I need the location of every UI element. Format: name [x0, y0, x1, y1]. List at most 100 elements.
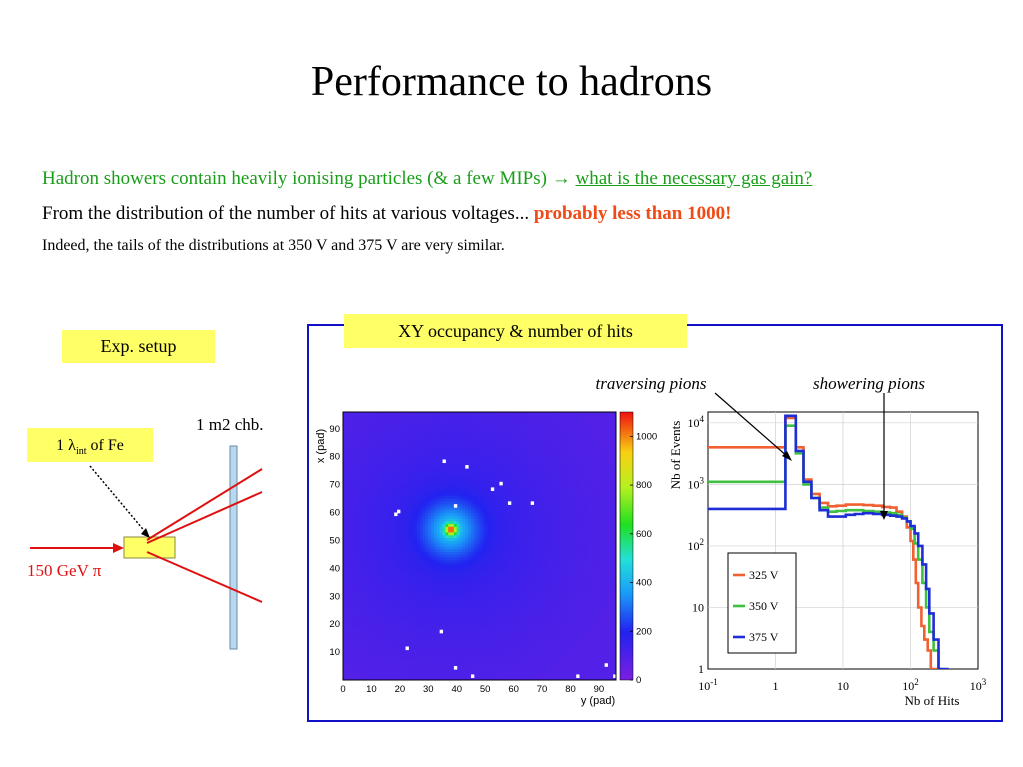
heatmap-cell	[448, 417, 452, 421]
heatmap-cell	[473, 604, 478, 608]
heatmap-cell	[482, 579, 486, 583]
heatmap-cell	[379, 554, 384, 558]
heatmap-cell	[465, 412, 469, 416]
heatmap-cell	[448, 601, 452, 606]
heatmap-cell	[348, 652, 352, 656]
heatmap-cell	[476, 504, 480, 508]
heatmap-cell	[379, 582, 384, 586]
heatmap-cell	[431, 624, 435, 628]
heatmap-cell	[451, 604, 455, 608]
heatmap-cell	[448, 674, 452, 678]
heatmap-cell	[465, 459, 469, 463]
heatmap-cell	[351, 596, 355, 600]
heatmap-cell	[436, 412, 441, 416]
heatmap-cell	[439, 652, 443, 656]
heatmap-cell	[459, 534, 463, 539]
heatmap-cell	[468, 671, 472, 675]
heatmap-cell	[479, 663, 483, 667]
heatmap-cell	[374, 571, 378, 575]
heatmap-cell	[488, 518, 492, 522]
heatmap-cell	[365, 476, 369, 480]
gas-gain-link[interactable]: what is the necessary gas gain?	[575, 168, 813, 189]
heatmap-cell	[470, 501, 475, 505]
heatmap-cell	[357, 632, 361, 636]
heatmap-cell	[456, 585, 460, 589]
heatmap-cell	[382, 652, 387, 656]
heatmap-cell	[374, 671, 378, 675]
heatmap-cell	[354, 465, 358, 469]
heatmap-cell	[348, 593, 352, 597]
heatmap-cell	[379, 465, 384, 469]
heatmap-cell	[402, 573, 406, 578]
heatmap-cell	[379, 579, 384, 583]
heatmap-cell	[434, 663, 438, 667]
heatmap-cell	[459, 512, 463, 516]
heatmap-cell	[391, 638, 395, 642]
heatmap-cell	[399, 587, 404, 592]
heatmap-cell	[468, 465, 472, 469]
heatmap-cell	[411, 431, 415, 435]
heatmap-cell	[453, 565, 458, 569]
heatmap-cell	[470, 638, 475, 642]
heatmap-cell	[365, 425, 369, 430]
heatmap-cell	[425, 453, 429, 458]
heatmap-cell	[482, 677, 486, 680]
heatmap-cell	[456, 599, 460, 603]
heatmap-cell	[379, 562, 384, 566]
heatmap-cell	[448, 520, 452, 525]
heatmap-cell	[422, 640, 426, 645]
heatmap-cell	[479, 621, 483, 625]
heatmap-cell	[419, 448, 424, 452]
heatmap-cell	[419, 654, 424, 659]
heatmap-cell	[479, 451, 483, 455]
heatmap-cell	[419, 674, 424, 678]
heatmap-cell	[468, 540, 472, 544]
heatmap-cell	[365, 445, 369, 449]
heatmap-cell	[431, 490, 435, 494]
heatmap-cell	[445, 543, 449, 547]
heatmap-cell	[345, 428, 350, 432]
heatmap-cell	[485, 420, 489, 424]
heatmap-cell	[462, 635, 466, 639]
heatmap-cell	[379, 643, 384, 647]
heatmap-cell	[488, 557, 492, 561]
heatmap-cell	[414, 657, 418, 661]
heatmap-cell	[465, 590, 469, 594]
heatmap-cell	[365, 540, 369, 544]
heatmap-cell	[456, 596, 460, 600]
heatmap-cell	[473, 543, 478, 547]
heatmap-cell	[456, 470, 460, 474]
heatmap-cell	[431, 492, 435, 497]
heatmap-cell	[391, 677, 395, 680]
heatmap-cell	[428, 501, 432, 505]
heatmap-cell	[377, 465, 381, 469]
heatmap-cell	[402, 677, 406, 680]
heatmap-cell	[405, 476, 409, 480]
heatmap-cell	[476, 626, 480, 631]
heatmap-cell	[397, 412, 401, 416]
heatmap-cell	[365, 532, 369, 536]
heatmap-cell	[439, 618, 443, 622]
heatmap-cell	[453, 663, 458, 667]
heatmap-cell	[345, 479, 350, 483]
heatmap-cell	[453, 434, 458, 438]
heatmap-cell	[476, 571, 480, 575]
heatmap-cell	[357, 601, 361, 606]
heatmap-cell	[408, 462, 412, 466]
heatmap-cell	[374, 467, 378, 472]
heatmap-cell	[397, 601, 401, 606]
heatmap-cell	[411, 554, 415, 558]
heatmap-cell	[348, 479, 352, 483]
heatmap-cell	[442, 476, 446, 480]
heatmap-cell	[453, 473, 458, 477]
heatmap-cell	[428, 643, 432, 647]
heatmap-cell	[448, 654, 452, 659]
heatmap-cell	[476, 607, 480, 611]
heatmap-cell	[408, 677, 412, 680]
heatmap-cell	[479, 532, 483, 536]
heatmap-cell	[485, 601, 489, 606]
heatmap-cell	[354, 476, 358, 480]
heatmap-cell	[402, 666, 406, 670]
heatmap-cell	[402, 428, 406, 432]
heatmap-cell	[377, 554, 381, 558]
